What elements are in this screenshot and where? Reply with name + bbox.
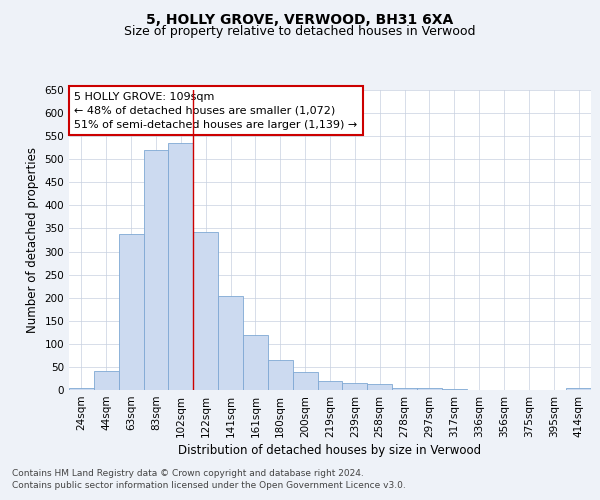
Bar: [169, 143, 193, 390]
Text: 5, HOLLY GROVE, VERWOOD, BH31 6XA: 5, HOLLY GROVE, VERWOOD, BH31 6XA: [146, 12, 454, 26]
Bar: [94, 370, 119, 390]
Bar: [566, 388, 591, 390]
Text: Contains public sector information licensed under the Open Government Licence v3: Contains public sector information licen…: [12, 481, 406, 490]
Bar: [268, 360, 293, 390]
Bar: [442, 388, 467, 390]
Bar: [119, 234, 143, 390]
Bar: [243, 334, 268, 390]
Bar: [317, 381, 343, 390]
Text: Contains HM Land Registry data © Crown copyright and database right 2024.: Contains HM Land Registry data © Crown c…: [12, 468, 364, 477]
Bar: [193, 232, 218, 390]
Text: Size of property relative to detached houses in Verwood: Size of property relative to detached ho…: [124, 25, 476, 38]
Bar: [143, 150, 169, 390]
X-axis label: Distribution of detached houses by size in Verwood: Distribution of detached houses by size …: [178, 444, 482, 457]
Bar: [417, 388, 442, 390]
Bar: [293, 372, 317, 390]
Bar: [343, 383, 367, 390]
Y-axis label: Number of detached properties: Number of detached properties: [26, 147, 39, 333]
Bar: [218, 296, 243, 390]
Bar: [392, 388, 417, 390]
Bar: [69, 388, 94, 390]
Text: 5 HOLLY GROVE: 109sqm
← 48% of detached houses are smaller (1,072)
51% of semi-d: 5 HOLLY GROVE: 109sqm ← 48% of detached …: [74, 92, 358, 130]
Bar: [367, 384, 392, 390]
